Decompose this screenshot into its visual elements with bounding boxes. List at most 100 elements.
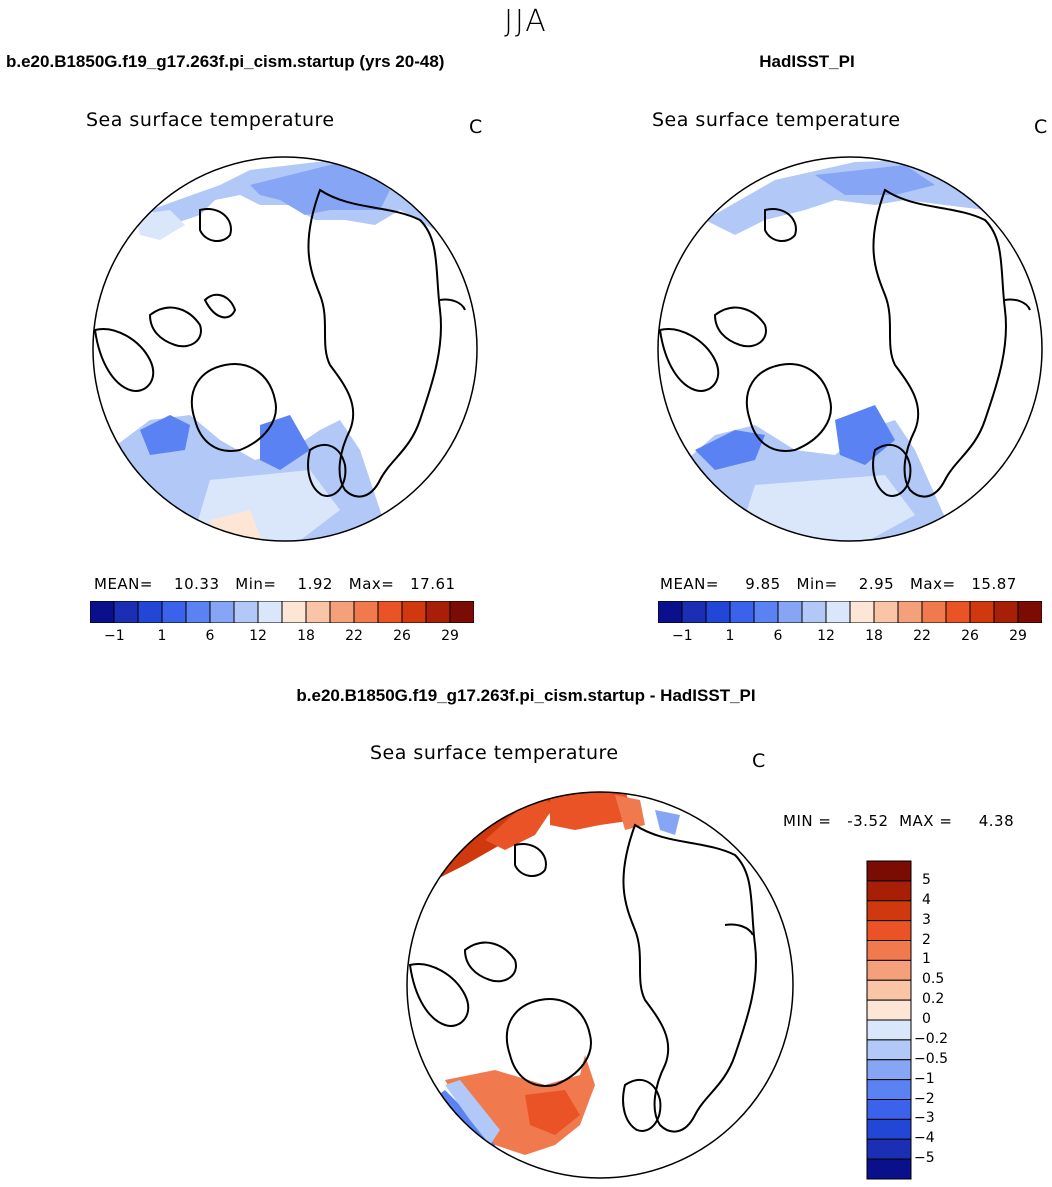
colorbar-swatch [401,601,427,623]
colorbar-tick-label: 5 [922,871,931,888]
units-right: C [1034,116,1048,138]
coast-greenland [745,363,832,452]
anomaly-atlantic-strong [525,1090,580,1135]
sst-shading-pacific-light [135,210,185,240]
colorbar-tick-label: 12 [249,628,267,644]
coast-scandinavia [622,1079,662,1132]
anomaly-pacific-cool [655,810,680,835]
colorbar-swatch [921,601,947,623]
colorbar-swatch [866,1039,912,1061]
colorbar-swatch [729,601,755,623]
colorbar-tick-label: −3 [914,1110,935,1127]
colorbar-tick-label: 12 [817,628,835,644]
colorbar-swatch [866,860,912,882]
colorbar-tick-label: 0 [922,1011,931,1027]
colorbar-swatch [866,1059,912,1081]
colorbar-swatch [161,601,187,623]
map-boundary [657,156,1043,542]
colorbar-tick-label: −0.5 [914,1050,948,1067]
coast-canada [93,293,237,392]
colorbar-tick-label: −2 [914,1090,935,1107]
case-title-left: b.e20.B1850G.f19_g17.263f.pi_cism.startu… [6,52,445,71]
coast-island [439,298,466,311]
difference-title: b.e20.B1850G.f19_g17.263f.pi_cism.startu… [296,686,756,705]
coast-scandinavia [307,444,347,497]
colorbar-swatch [233,601,259,623]
colorbar-swatch [801,601,827,623]
sst-shading-atlantic-dark [140,415,190,455]
colorbar-ticks-difference: 5 4 3 2 1 0.5 0.2 0 −0.2 −0.5 −1 −2 −3 −4 −5 [914,860,974,1180]
colorbar-ticks-left: −1 1 6 12 18 22 26 29 [90,628,474,648]
difference-stats: MIN = -3.52 MAX = 4.38 [783,812,1015,830]
colorbar-right [658,601,1042,623]
colorbar-swatch [897,601,923,623]
difference-units: C [752,750,766,772]
coast-eurasia [872,188,1007,498]
colorbar-tick-label: 18 [297,628,315,644]
colorbar-swatch [866,959,912,981]
coast-eurasia [307,188,442,498]
anomaly-bering [550,792,635,830]
anomaly-labrador-light [445,1080,500,1145]
colorbar-tick-label: 1 [157,628,167,644]
colorbar-swatch [866,920,912,941]
colorbar-tick-label: 0.5 [922,971,945,988]
polar-map-model [92,156,478,542]
anomaly-pacific-mid [485,795,555,850]
colorbar-swatch [866,1118,912,1140]
colorbar-tick-label: 6 [205,628,215,644]
colorbar-swatch [993,601,1019,623]
polar-map-observed [657,156,1043,542]
colorbar-tick-label: 22 [913,628,931,644]
colorbar-tick-label: −4 [914,1130,935,1147]
colorbar-tick-label: 6 [773,628,783,644]
sst-shading-atlantic-dark [695,430,765,470]
colorbar-tick-label: 2 [922,931,931,948]
colorbar-swatch [753,601,779,623]
colorbar-swatch [329,601,355,623]
colorbar-tick-label: −1 [672,628,693,644]
colorbar-swatch [425,601,451,623]
colorbar-ticks-right: −1 1 6 12 18 22 26 29 [658,628,1042,648]
case-title-right: HadISST_PI [759,52,855,71]
colorbar-left [90,601,474,623]
colorbar-difference [866,860,912,1180]
colorbar-swatch [866,1099,912,1120]
colorbar-swatch [113,601,139,623]
season-title: JJA [504,4,548,39]
units-left: C [469,116,483,138]
colorbar-tick-label: 0.2 [922,991,945,1008]
colorbar-tick-label: −0.2 [914,1030,948,1047]
sst-shading-norway [260,415,310,470]
anomaly-bering-light [615,795,645,830]
colorbar-tick-label: 3 [922,911,931,928]
colorbar-swatch [969,601,995,623]
colorbar-swatch [866,1158,912,1180]
colorbar-tick-label: 18 [865,628,883,644]
colorbar-tick-label: −5 [914,1150,935,1167]
colorbar-swatch [866,979,912,1001]
coast-scandinavia [872,444,912,497]
colorbar-swatch [1017,601,1042,623]
coast-island [1004,298,1031,311]
colorbar-swatch [945,601,971,623]
polar-map-difference [406,791,794,1179]
colorbar-swatch [705,601,731,623]
colorbar-swatch [281,601,307,623]
colorbar-tick-label: 22 [345,628,363,644]
map-boundary [406,791,794,1179]
coast-alaska [764,208,797,242]
colorbar-tick-label: 29 [441,628,459,644]
map-boundary [92,156,478,542]
colorbar-swatch [449,601,474,623]
colorbar-swatch [866,1079,912,1100]
colorbar-swatch [681,601,707,623]
colorbar-tick-label: 26 [393,628,411,644]
colorbar-swatch [305,601,331,623]
colorbar-swatch [185,601,211,623]
stats-right: MEAN= 9.85 Min= 2.95 Max= 15.87 [660,575,1017,593]
coast-island [724,923,754,936]
coast-alaska [199,208,232,242]
field-title-left: Sea surface temperature [86,109,335,131]
colorbar-swatch [137,601,163,623]
